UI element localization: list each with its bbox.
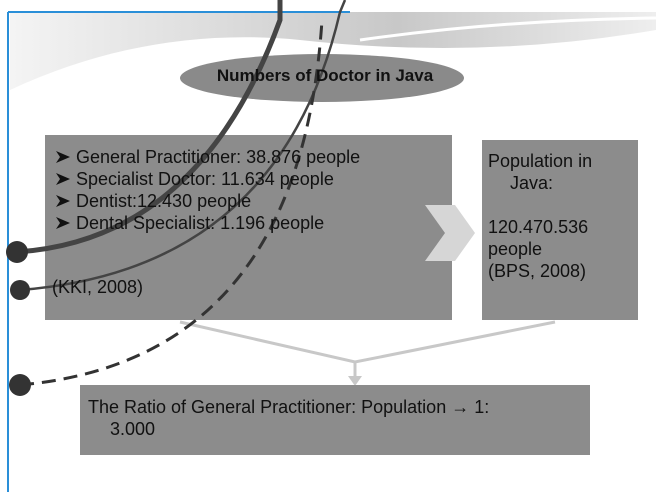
ratio-box	[80, 385, 590, 455]
curve-dot	[9, 374, 31, 396]
bullet	[56, 151, 70, 163]
text-line: Java:	[510, 173, 554, 193]
text-line: The Ratio of General Practitioner: Popul…	[88, 397, 490, 417]
population-box	[482, 140, 638, 320]
curve-dot	[10, 280, 30, 300]
swoosh-highlight	[359, 16, 656, 42]
list-item: Specialist Doctor: 11.634 people	[50, 168, 450, 190]
item-text: Dental Specialist: 1.196 people	[76, 213, 325, 233]
item-text: Dentist:12.430 people	[76, 191, 252, 211]
ratio-text: The Ratio of General Practitioner: Popul…	[88, 396, 588, 440]
curve-dot	[6, 241, 28, 263]
text-line: 3.000	[110, 419, 156, 439]
curve	[16, 0, 283, 255]
text-line: Population in	[488, 151, 593, 171]
population-text: Population in Java: 120.470.536 people (…	[488, 150, 638, 282]
title: Numbers of Doctor in Java	[216, 66, 434, 85]
top-swoosh	[10, 12, 656, 90]
list-item: Dental Specialist: 1.196 people	[50, 212, 450, 234]
text-line: people	[488, 239, 543, 259]
doctor-list: General Practitioner: 38.876 people Speci…	[50, 146, 450, 234]
dashed-curve	[19, 19, 324, 387]
bullet	[56, 195, 70, 207]
item-text: General Practitioner: 38.876 people	[76, 147, 361, 167]
connector-head	[348, 376, 362, 386]
bullet	[56, 217, 70, 229]
curve	[19, 0, 347, 292]
text-line: (BPS, 2008)	[488, 261, 587, 281]
list-item: General Practitioner: 38.876 people	[50, 146, 450, 168]
chevron-arrow	[425, 205, 475, 261]
doctor-source: (KKI, 2008)	[52, 277, 144, 297]
bullet	[56, 173, 70, 185]
list-item: Dentist:12.430 people	[50, 190, 450, 212]
text-line: 120.470.536	[488, 217, 589, 237]
connector	[179, 320, 556, 364]
item-text: Specialist Doctor: 11.634 people	[76, 169, 334, 189]
